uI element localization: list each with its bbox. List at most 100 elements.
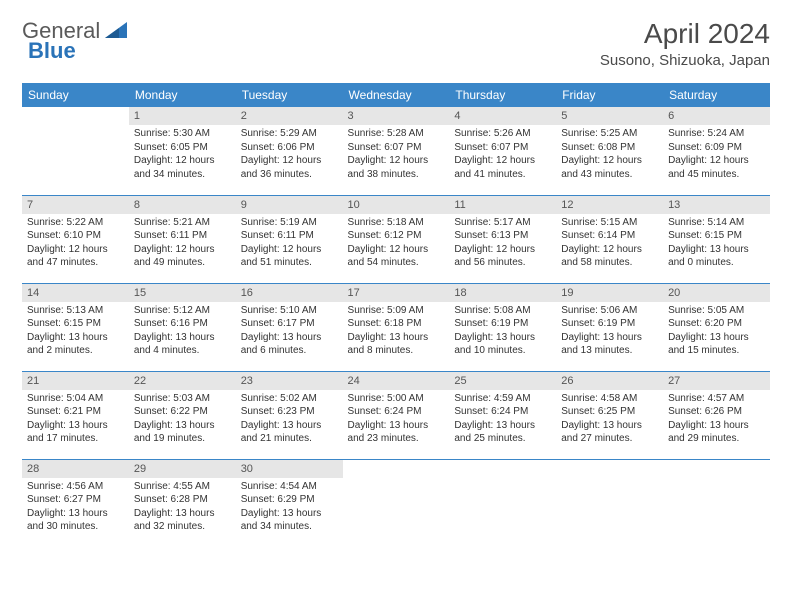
- calendar-day-cell: 26Sunrise: 4:58 AMSunset: 6:25 PMDayligh…: [556, 371, 663, 459]
- calendar-day-cell: ..: [556, 459, 663, 547]
- day-detail: Sunrise: 5:24 AMSunset: 6:09 PMDaylight:…: [663, 125, 770, 185]
- sunrise-text: Sunrise: 5:24 AM: [668, 127, 765, 141]
- logo-text-blue: Blue: [28, 38, 76, 64]
- daylight-text: Daylight: 13 hours and 4 minutes.: [134, 331, 231, 358]
- daylight-text: Daylight: 13 hours and 21 minutes.: [241, 419, 338, 446]
- sunset-text: Sunset: 6:15 PM: [27, 317, 124, 331]
- day-number: 11: [449, 196, 556, 214]
- calendar-day-cell: 3Sunrise: 5:28 AMSunset: 6:07 PMDaylight…: [343, 107, 450, 195]
- calendar-day-cell: 21Sunrise: 5:04 AMSunset: 6:21 PMDayligh…: [22, 371, 129, 459]
- calendar-day-cell: 28Sunrise: 4:56 AMSunset: 6:27 PMDayligh…: [22, 459, 129, 547]
- day-number: 6: [663, 107, 770, 125]
- sunrise-text: Sunrise: 4:58 AM: [561, 392, 658, 406]
- sunset-text: Sunset: 6:28 PM: [134, 493, 231, 507]
- calendar-day-cell: 2Sunrise: 5:29 AMSunset: 6:06 PMDaylight…: [236, 107, 343, 195]
- day-detail: Sunrise: 5:26 AMSunset: 6:07 PMDaylight:…: [449, 125, 556, 185]
- day-detail: Sunrise: 5:22 AMSunset: 6:10 PMDaylight:…: [22, 214, 129, 274]
- day-detail: Sunrise: 5:19 AMSunset: 6:11 PMDaylight:…: [236, 214, 343, 274]
- daylight-text: Daylight: 13 hours and 32 minutes.: [134, 507, 231, 534]
- sunset-text: Sunset: 6:13 PM: [454, 229, 551, 243]
- day-number: 20: [663, 284, 770, 302]
- daylight-text: Daylight: 12 hours and 43 minutes.: [561, 154, 658, 181]
- day-detail: Sunrise: 5:28 AMSunset: 6:07 PMDaylight:…: [343, 125, 450, 185]
- daylight-text: Daylight: 13 hours and 13 minutes.: [561, 331, 658, 358]
- calendar-day-cell: 18Sunrise: 5:08 AMSunset: 6:19 PMDayligh…: [449, 283, 556, 371]
- daylight-text: Daylight: 12 hours and 49 minutes.: [134, 243, 231, 270]
- calendar-day-cell: 6Sunrise: 5:24 AMSunset: 6:09 PMDaylight…: [663, 107, 770, 195]
- daylight-text: Daylight: 12 hours and 54 minutes.: [348, 243, 445, 270]
- sunrise-text: Sunrise: 4:55 AM: [134, 480, 231, 494]
- calendar-body: .. 1Sunrise: 5:30 AMSunset: 6:05 PMDaylig…: [22, 107, 770, 547]
- calendar-day-cell: 27Sunrise: 4:57 AMSunset: 6:26 PMDayligh…: [663, 371, 770, 459]
- sunrise-text: Sunrise: 5:00 AM: [348, 392, 445, 406]
- day-number: 25: [449, 372, 556, 390]
- weekday-header: Saturday: [663, 83, 770, 107]
- calendar-day-cell: 1Sunrise: 5:30 AMSunset: 6:05 PMDaylight…: [129, 107, 236, 195]
- day-number: 19: [556, 284, 663, 302]
- sunset-text: Sunset: 6:20 PM: [668, 317, 765, 331]
- calendar-week-row: 7Sunrise: 5:22 AMSunset: 6:10 PMDaylight…: [22, 195, 770, 283]
- daylight-text: Daylight: 13 hours and 8 minutes.: [348, 331, 445, 358]
- weekday-header: Sunday: [22, 83, 129, 107]
- daylight-text: Daylight: 12 hours and 51 minutes.: [241, 243, 338, 270]
- calendar-week-row: 28Sunrise: 4:56 AMSunset: 6:27 PMDayligh…: [22, 459, 770, 547]
- calendar-week-row: 21Sunrise: 5:04 AMSunset: 6:21 PMDayligh…: [22, 371, 770, 459]
- sunset-text: Sunset: 6:09 PM: [668, 141, 765, 155]
- day-number: 21: [22, 372, 129, 390]
- sunset-text: Sunset: 6:07 PM: [454, 141, 551, 155]
- daylight-text: Daylight: 13 hours and 27 minutes.: [561, 419, 658, 446]
- sunset-text: Sunset: 6:06 PM: [241, 141, 338, 155]
- sunrise-text: Sunrise: 5:04 AM: [27, 392, 124, 406]
- calendar-day-cell: 13Sunrise: 5:14 AMSunset: 6:15 PMDayligh…: [663, 195, 770, 283]
- day-detail: Sunrise: 5:30 AMSunset: 6:05 PMDaylight:…: [129, 125, 236, 185]
- sunrise-text: Sunrise: 5:13 AM: [27, 304, 124, 318]
- sunset-text: Sunset: 6:19 PM: [561, 317, 658, 331]
- calendar-day-cell: 9Sunrise: 5:19 AMSunset: 6:11 PMDaylight…: [236, 195, 343, 283]
- sunrise-text: Sunrise: 5:15 AM: [561, 216, 658, 230]
- sunset-text: Sunset: 6:05 PM: [134, 141, 231, 155]
- day-number: 15: [129, 284, 236, 302]
- calendar-day-cell: 12Sunrise: 5:15 AMSunset: 6:14 PMDayligh…: [556, 195, 663, 283]
- sunrise-text: Sunrise: 5:22 AM: [27, 216, 124, 230]
- day-number: 10: [343, 196, 450, 214]
- day-detail: Sunrise: 5:06 AMSunset: 6:19 PMDaylight:…: [556, 302, 663, 362]
- daylight-text: Daylight: 12 hours and 34 minutes.: [134, 154, 231, 181]
- calendar-week-row: 14Sunrise: 5:13 AMSunset: 6:15 PMDayligh…: [22, 283, 770, 371]
- day-number: 3: [343, 107, 450, 125]
- sunset-text: Sunset: 6:07 PM: [348, 141, 445, 155]
- day-detail: Sunrise: 4:58 AMSunset: 6:25 PMDaylight:…: [556, 390, 663, 450]
- day-number: 29: [129, 460, 236, 478]
- calendar-day-cell: ..: [663, 459, 770, 547]
- sunset-text: Sunset: 6:14 PM: [561, 229, 658, 243]
- calendar-day-cell: 24Sunrise: 5:00 AMSunset: 6:24 PMDayligh…: [343, 371, 450, 459]
- sunset-text: Sunset: 6:23 PM: [241, 405, 338, 419]
- sunrise-text: Sunrise: 5:21 AM: [134, 216, 231, 230]
- day-detail: Sunrise: 5:02 AMSunset: 6:23 PMDaylight:…: [236, 390, 343, 450]
- day-number: 2: [236, 107, 343, 125]
- calendar-day-cell: 5Sunrise: 5:25 AMSunset: 6:08 PMDaylight…: [556, 107, 663, 195]
- daylight-text: Daylight: 13 hours and 0 minutes.: [668, 243, 765, 270]
- daylight-text: Daylight: 13 hours and 34 minutes.: [241, 507, 338, 534]
- calendar-week-row: ..1Sunrise: 5:30 AMSunset: 6:05 PMDaylig…: [22, 107, 770, 195]
- day-number: 7: [22, 196, 129, 214]
- calendar-table: SundayMondayTuesdayWednesdayThursdayFrid…: [22, 83, 770, 547]
- day-number: 14: [22, 284, 129, 302]
- calendar-day-cell: 20Sunrise: 5:05 AMSunset: 6:20 PMDayligh…: [663, 283, 770, 371]
- day-number: 16: [236, 284, 343, 302]
- sunrise-text: Sunrise: 5:25 AM: [561, 127, 658, 141]
- sunset-text: Sunset: 6:17 PM: [241, 317, 338, 331]
- day-detail: Sunrise: 5:10 AMSunset: 6:17 PMDaylight:…: [236, 302, 343, 362]
- sunrise-text: Sunrise: 5:05 AM: [668, 304, 765, 318]
- daylight-text: Daylight: 13 hours and 17 minutes.: [27, 419, 124, 446]
- calendar-day-cell: 29Sunrise: 4:55 AMSunset: 6:28 PMDayligh…: [129, 459, 236, 547]
- day-detail: Sunrise: 5:08 AMSunset: 6:19 PMDaylight:…: [449, 302, 556, 362]
- day-detail: Sunrise: 4:55 AMSunset: 6:28 PMDaylight:…: [129, 478, 236, 538]
- day-number: 26: [556, 372, 663, 390]
- daylight-text: Daylight: 13 hours and 2 minutes.: [27, 331, 124, 358]
- calendar-day-cell: 11Sunrise: 5:17 AMSunset: 6:13 PMDayligh…: [449, 195, 556, 283]
- calendar-day-cell: 22Sunrise: 5:03 AMSunset: 6:22 PMDayligh…: [129, 371, 236, 459]
- day-detail: Sunrise: 5:04 AMSunset: 6:21 PMDaylight:…: [22, 390, 129, 450]
- day-number: 18: [449, 284, 556, 302]
- sunrise-text: Sunrise: 5:26 AM: [454, 127, 551, 141]
- sunrise-text: Sunrise: 4:57 AM: [668, 392, 765, 406]
